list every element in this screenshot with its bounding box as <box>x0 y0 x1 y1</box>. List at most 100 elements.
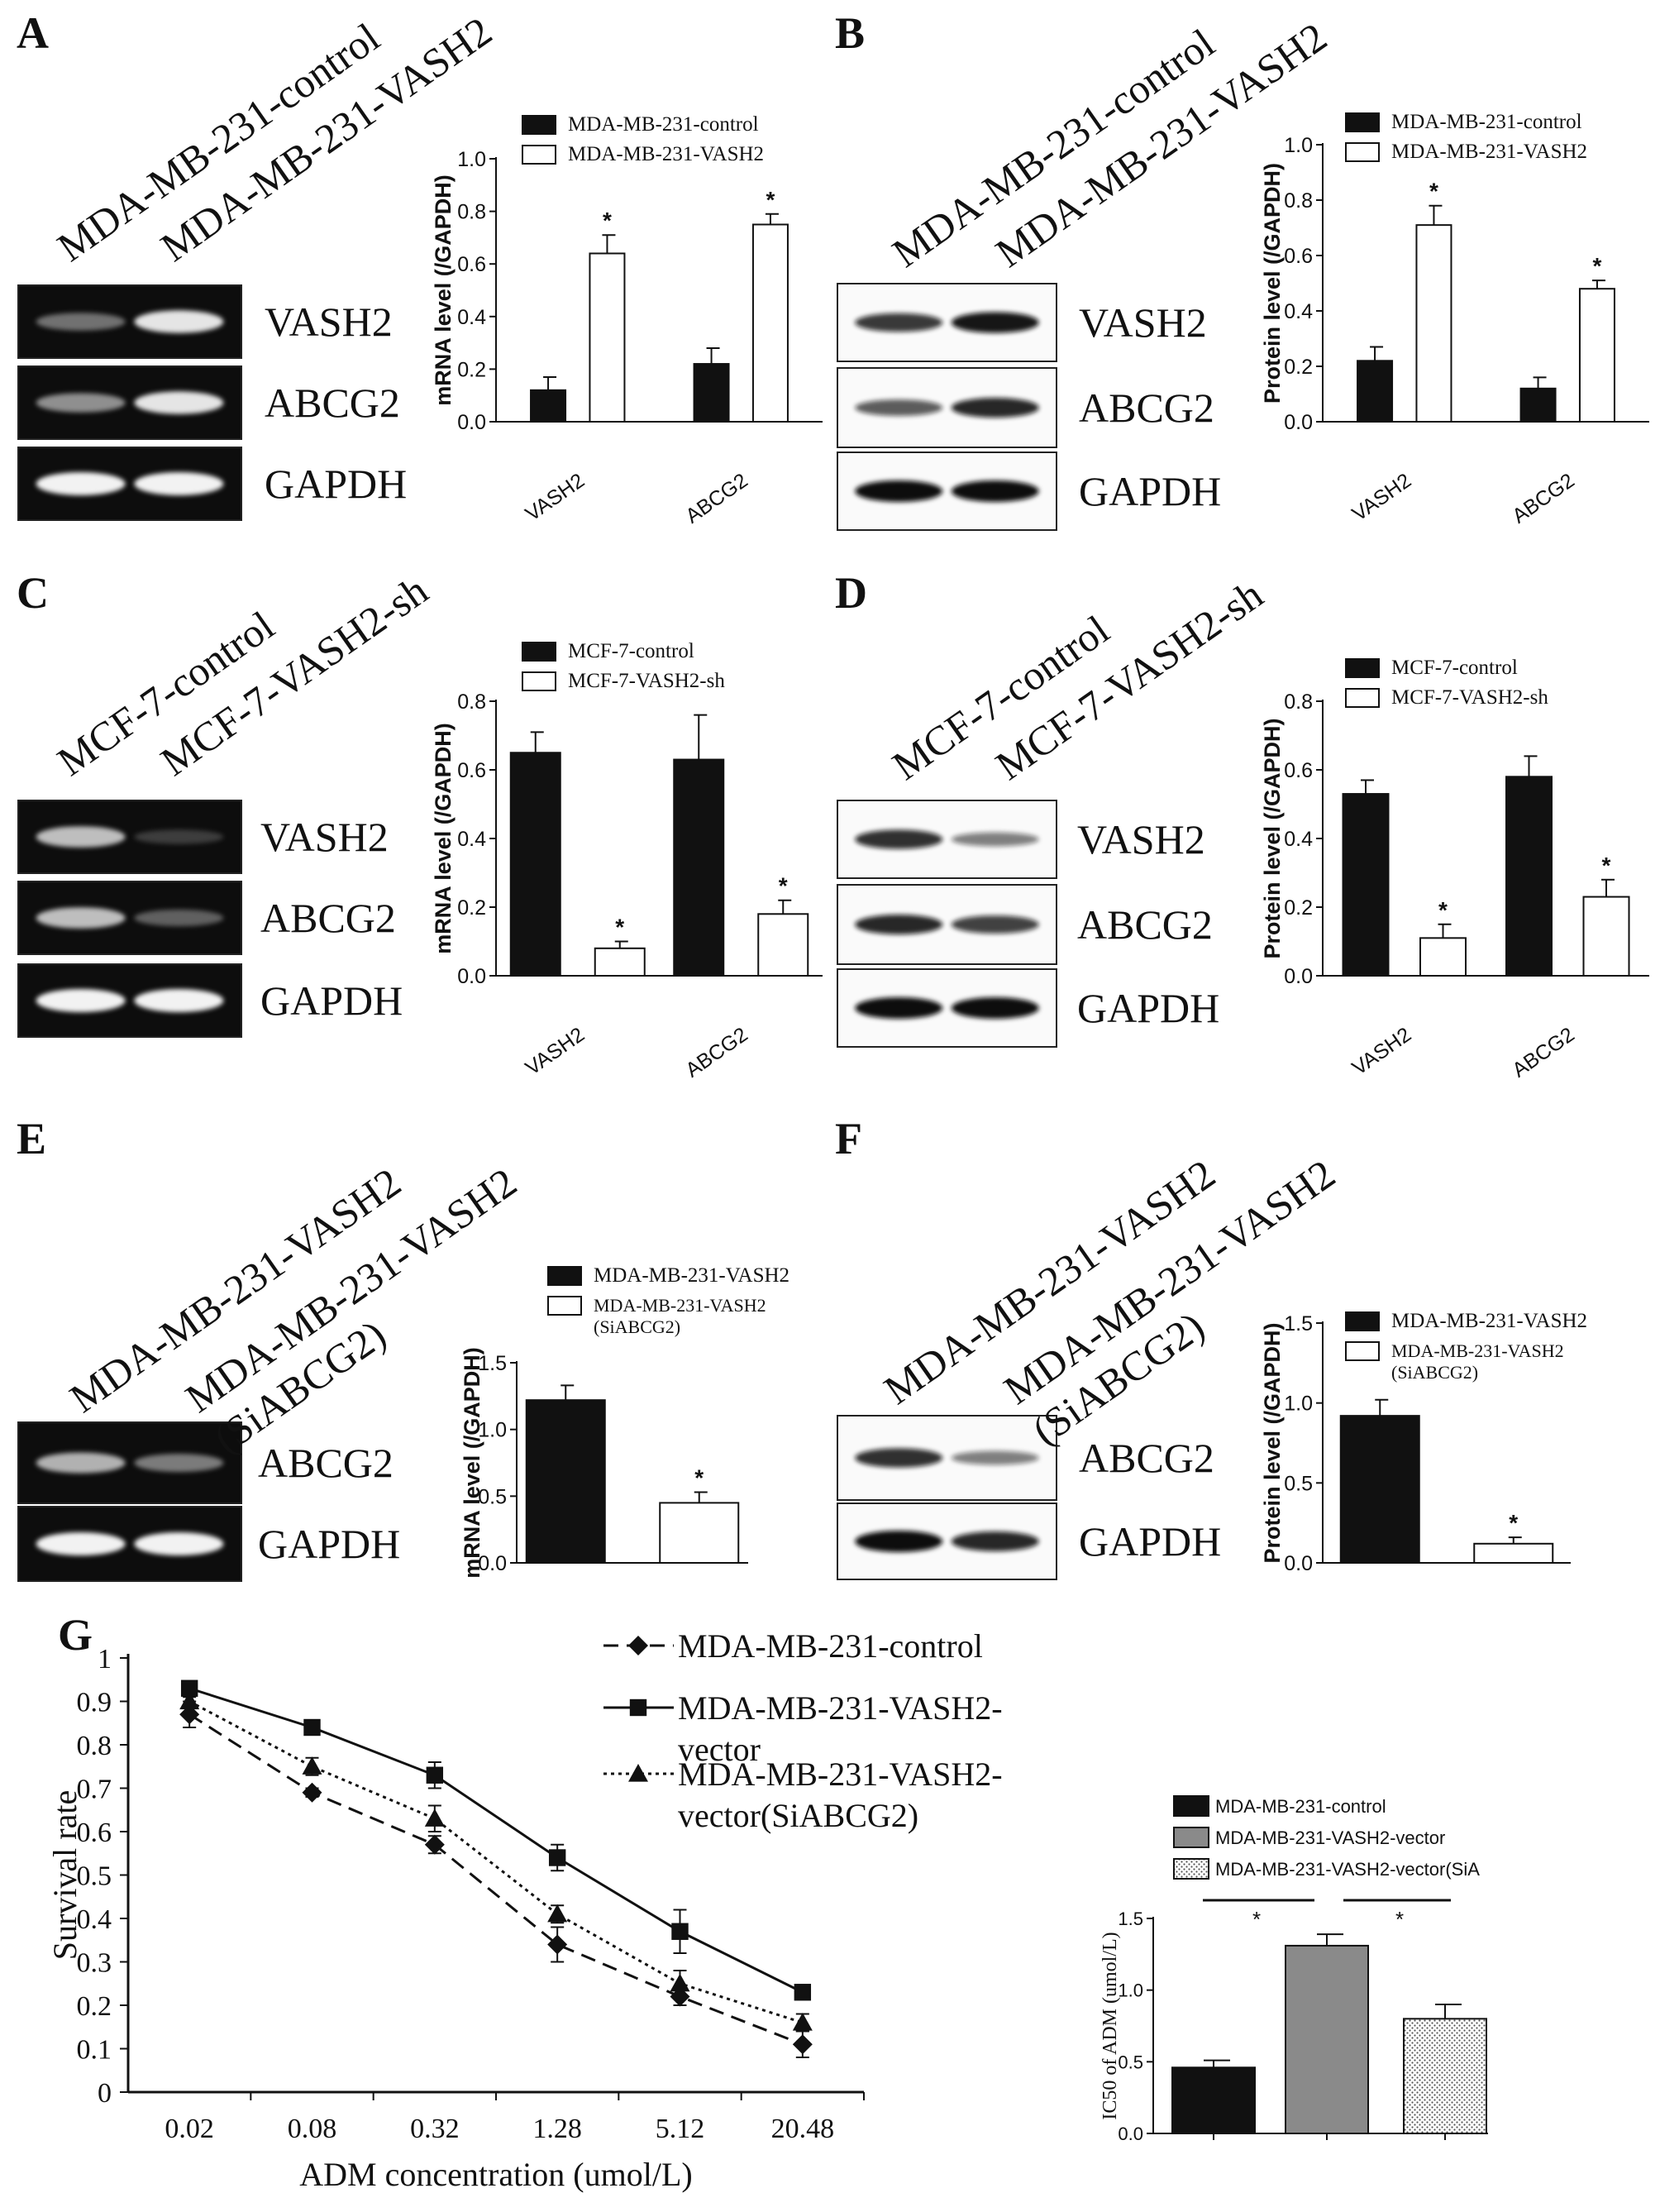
significance-star: * <box>615 915 624 940</box>
panel-letter-d: D <box>835 568 867 618</box>
series-line <box>188 1687 804 1994</box>
bar-treated <box>751 223 789 423</box>
significance-star: * <box>603 208 612 233</box>
blot-band <box>951 997 1039 1019</box>
y-tick-label: 1.0 <box>1118 1980 1143 2001</box>
legend-label: MDA-MB-231-VASH2- <box>678 1689 1003 1727</box>
blot-band <box>951 480 1039 502</box>
legend-swatch <box>547 1266 582 1286</box>
legend-label: MCF-7-control <box>1391 657 1518 679</box>
y-tick-label: 0.6 <box>1284 245 1313 268</box>
legend-swatch <box>522 671 556 691</box>
gel-band <box>36 907 126 929</box>
marker-square <box>671 1923 689 1940</box>
y-tick-label: 0.2 <box>77 1991 112 2022</box>
x-tick-label: 1.28 <box>532 2114 582 2144</box>
legend-label: (SiABCG2) <box>1391 1362 1478 1383</box>
marker-triangle <box>302 1756 322 1775</box>
marker-diamond <box>547 1934 568 1955</box>
bar-chart-d: 0.0 0.2 0.4 0.6 0.8 Protein level (/GAPDH) * VA… <box>1260 657 1649 1082</box>
y-tick-label: 1.0 <box>1284 134 1313 157</box>
gel-row-label-abcg2: ABCG2 <box>1079 385 1214 431</box>
x-tick-label: ABCG2 <box>1508 1023 1578 1082</box>
y-tick-label: 0.6 <box>457 759 486 782</box>
y-tick-label: 0.0 <box>1284 965 1313 988</box>
gel-row-label-abcg2: ABCG2 <box>265 380 400 426</box>
x-tick-label: ABCG2 <box>681 1023 751 1082</box>
blot-band <box>951 398 1039 418</box>
x-tick-label: ABCG2 <box>1508 469 1578 528</box>
legend-label: MDA-MB-231-control <box>568 113 759 136</box>
legend-label: vector(SiABCG2) <box>678 1797 918 1834</box>
significance-star: * <box>1602 853 1611 878</box>
marker-triangle <box>628 1764 648 1782</box>
significance-star: * <box>1252 1907 1261 1932</box>
bar-control <box>673 758 725 977</box>
gel-band <box>134 472 224 495</box>
blot-band <box>951 832 1039 847</box>
legend-swatch <box>1345 112 1380 132</box>
bar-control <box>1505 776 1553 977</box>
blot-band <box>855 829 943 849</box>
legend-swatch <box>1345 1341 1380 1361</box>
marker-square <box>548 1849 566 1866</box>
x-axis-label: ADM concentration (umol/L) <box>299 2156 692 2193</box>
marker-triangle <box>179 1691 200 1710</box>
marker-triangle <box>670 1973 690 1992</box>
y-axis-label: Protein level (/GAPDH) <box>1260 1322 1285 1563</box>
y-tick-label: 0.0 <box>1118 2124 1143 2144</box>
legend-swatch <box>1173 1858 1209 1880</box>
gel-band <box>134 391 224 414</box>
marker-diamond <box>792 2034 813 2055</box>
legend-label: MDA-MB-231-VASH2-vector <box>1215 1827 1445 1848</box>
gel-panel-d: VASH2ABCG2GAPDHMCF-7-controlMCF-7-VASH2-… <box>837 571 1271 1048</box>
x-tick-label: 0.02 <box>165 2114 214 2144</box>
y-tick-label: 0.0 <box>1284 1552 1313 1575</box>
gel-band <box>36 393 126 413</box>
x-tick-label: 0.32 <box>410 2114 460 2144</box>
gel-panel-c: VASH2ABCG2GAPDHMCF-7-controlMCF-7-VASH2-… <box>17 566 436 1038</box>
blot-band <box>855 480 943 502</box>
legend-label: MDA-MB-231-VASH2 <box>568 143 764 165</box>
gel-row-label-vash2: VASH2 <box>1077 816 1205 862</box>
bar-control <box>693 363 730 423</box>
panel-letter-b: B <box>835 8 865 58</box>
y-tick-label: 0.4 <box>457 306 486 329</box>
y-tick-label: 0.5 <box>1118 2052 1143 2072</box>
bar-control <box>1342 793 1390 977</box>
gel-band <box>134 989 224 1012</box>
y-tick-label: 0.0 <box>457 965 486 988</box>
gel-band <box>134 829 224 844</box>
y-tick-label: 0.2 <box>457 358 486 381</box>
gel-row-label-abcg2: ABCG2 <box>1077 901 1213 948</box>
marker-diamond <box>424 1834 445 1855</box>
marker-square <box>303 1718 321 1737</box>
y-tick-label: 0.2 <box>457 896 486 920</box>
bar-treated <box>1419 937 1467 977</box>
y-axis-label: IC50 of ADM (umol/L) <box>1100 1932 1121 2119</box>
panel-letter-e: E <box>17 1114 46 1163</box>
bar-chart-b: 0.0 0.2 0.4 0.6 0.8 1.0 Protein level (/GAPDH)… <box>1260 111 1649 528</box>
blot-band <box>855 915 943 934</box>
y-tick-label: 0.3 <box>77 1948 112 1979</box>
gel-band <box>36 313 126 331</box>
blot-band <box>855 1531 943 1552</box>
marker-square <box>426 1766 444 1784</box>
bar-control <box>525 1399 606 1564</box>
blot-band <box>951 1450 1039 1465</box>
y-tick-label: 1.5 <box>1118 1909 1143 1929</box>
panel-letter-g: G <box>58 1610 93 1660</box>
x-tick-label: 20.48 <box>771 2114 835 2144</box>
marker-diamond <box>179 1704 200 1725</box>
y-tick-label: 0.4 <box>77 1904 112 1935</box>
x-tick-label: VASH2 <box>521 469 589 526</box>
y-axis-label: mRNA level (/GAPDH) <box>431 723 456 954</box>
significance-star: * <box>1592 253 1601 279</box>
y-axis-label: Protein level (/GAPDH) <box>1260 163 1285 404</box>
x-tick-label: VASH2 <box>1348 469 1415 526</box>
y-axis-label: mRNA level (/GAPDH) <box>431 174 456 406</box>
gel-band <box>134 310 224 333</box>
marker-square <box>794 1984 812 2001</box>
